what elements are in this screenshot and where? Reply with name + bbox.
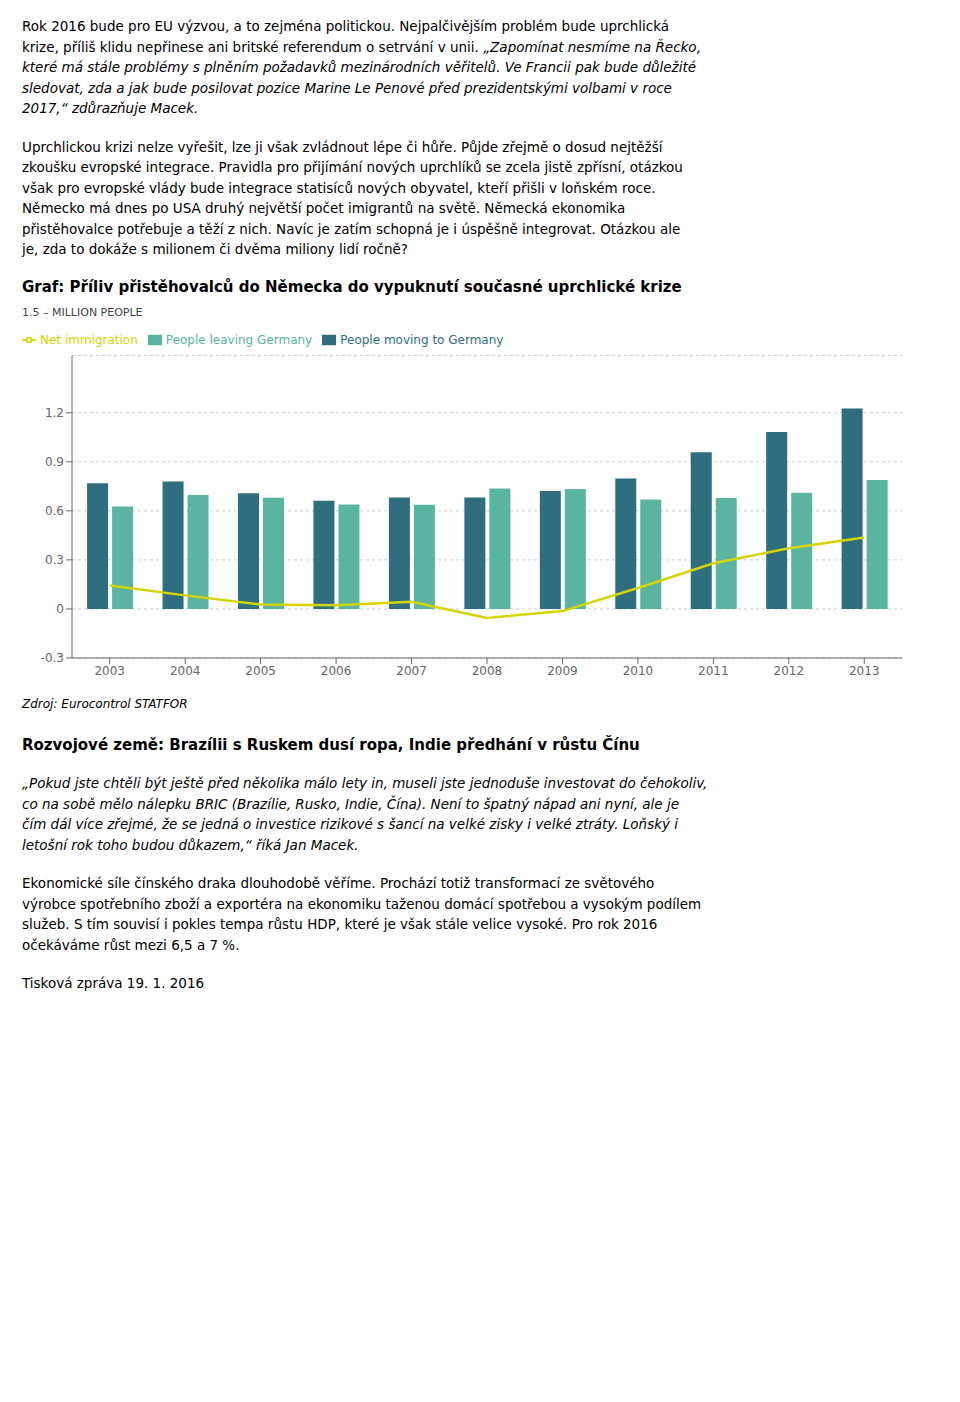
svg-text:1.2: 1.2 [45,405,64,419]
svg-text:-0.3: -0.3 [41,651,64,665]
svg-text:2004: 2004 [170,663,201,677]
svg-text:2007: 2007 [396,663,427,677]
html-text:co na sobě mělo nálepku BRIC (: co na sobě mělo nálepku BRIC (Brazílie, … [22,795,679,812]
html-text:Německo má dnes po USA druhý n: Německo má dnes po USA druhý největší po… [22,200,626,216]
html-text:Ekonomické síle čínského draka: Ekonomické síle čínského draka dlouhodob… [22,875,655,891]
svg-text:0.9: 0.9 [45,455,64,469]
svg-text:0: 0 [56,602,64,616]
html-text:sledovat, zda a jak bude posil: sledovat, zda a jak bude posilovat pozic… [22,79,672,96]
svg-text:2012: 2012 [774,663,805,677]
html-text:Tisková zpráva 19. 1. 2016: Tisková zpráva 19. 1. 2016 [22,975,205,991]
html-text:Rok 2016 bude pro EU výzvou, a: Rok 2016 bude pro EU výzvou, a to zejmén… [22,18,669,34]
html-text:Zdroj: Eurocontrol STATFOR: Zdroj: Eurocontrol STATFOR [22,696,188,711]
html-text:„Pokud jste chtěli být ještě p: „Pokud jste chtěli být ještě před několi… [22,775,708,791]
html-text:2017,“ zdůrazňuje Macek.: 2017,“ zdůrazňuje Macek. [22,100,199,116]
html-text:krize, příliš klidu nepřinese: krize, příliš klidu nepřinese ani britsk… [22,38,701,55]
html-text:People leaving Germany: People leaving Germany [165,332,313,347]
svg-text:2008: 2008 [472,663,503,677]
svg-text:2005: 2005 [245,663,276,677]
html-text:Uprchlickou krizi nelze vyřeši: Uprchlickou krizi nelze vyřešit, lze ji … [22,138,663,155]
html-text:služeb. S tím souvisí i pokles: služeb. S tím souvisí i pokles tempa růs… [22,916,658,932]
html-text:People moving to Germany: People moving to Germany [340,332,504,347]
svg-text:2011: 2011 [698,663,729,677]
html-text:je, zda to dokáže s milionem č: je, zda to dokáže s milionem či dvěma mi… [22,241,408,257]
svg-text:2006: 2006 [321,663,352,677]
svg-text:0.6: 0.6 [45,504,64,518]
svg-text:2010: 2010 [623,663,654,677]
html-text:Graf: Příliv přistěhovalců do: Graf: Příliv přistěhovalců do Německa do… [22,277,682,296]
html-text:které má stále problémy s plně: které má stále problémy s plněním požada… [22,59,696,75]
html-text:čím dál více zřejmé, že se jed: čím dál více zřejmé, že se jedná o inves… [22,816,678,832]
svg-text:0.3: 0.3 [45,553,64,567]
html-text:přistěhovalce potřebuje a těží: přistěhovalce potřebuje a těží z nich. N… [22,220,681,237]
svg-text:2013: 2013 [849,663,880,677]
svg-text:2009: 2009 [547,663,578,677]
html-text:však pro evropské vlády bude i: však pro evropské vlády bude integrace s… [22,179,656,196]
html-text:Rozvojové země: Brazílii s Rus: Rozvojové země: Brazílii s Ruskem dusí r… [22,735,640,754]
svg-text:2003: 2003 [94,663,125,677]
html-text:výrobce spotřebního zboží a ex: výrobce spotřebního zboží a exportéra na… [22,895,702,912]
html-text:očekáváme růst mezi 6,5 a 7 %.: očekáváme růst mezi 6,5 a 7 %. [22,936,240,953]
html-text:1.5 – MILLION PEOPLE: 1.5 – MILLION PEOPLE [22,305,143,319]
html-text:zkoušku evropské integrace. Pr: zkoušku evropské integrace. Pravidla pro… [22,159,683,175]
html-text:Net immigration: Net immigration [40,332,138,347]
html-text:letošní rok toho budou důkazem: letošní rok toho budou důkazem,“ říká Ja… [22,836,359,853]
